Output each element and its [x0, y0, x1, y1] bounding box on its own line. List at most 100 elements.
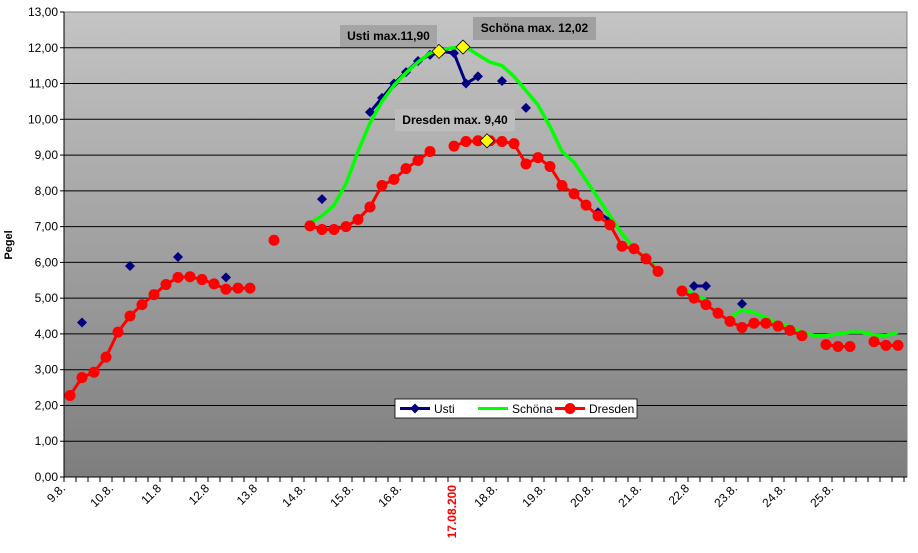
- data-point: [676, 285, 688, 297]
- data-point: [772, 320, 784, 332]
- data-point: [712, 307, 724, 319]
- legend-item-usti: Usti: [400, 402, 455, 416]
- y-tick-label: 3,00: [35, 363, 59, 377]
- data-point: [173, 252, 183, 263]
- series-line: [309, 45, 660, 271]
- data-point: [448, 140, 460, 152]
- y-tick-label: 4,00: [35, 327, 59, 341]
- y-tick-label: 7,00: [35, 220, 59, 234]
- data-point: [172, 271, 184, 283]
- x-tick-label: 19.8.: [519, 481, 548, 510]
- data-point: [268, 234, 280, 246]
- data-point: [76, 372, 88, 384]
- data-point: [473, 71, 483, 82]
- data-point: [64, 389, 76, 401]
- y-tick-label: 5,00: [35, 291, 59, 305]
- x-tick-label: 23.8.: [711, 481, 740, 510]
- data-point: [520, 158, 532, 170]
- annotation-box: [473, 17, 596, 40]
- data-point: [892, 339, 904, 351]
- y-tick-label: 2,00: [35, 398, 59, 412]
- data-point: [652, 265, 664, 277]
- data-point: [701, 280, 711, 291]
- data-point: [220, 283, 232, 295]
- x-tick-label: 22.8: [666, 481, 693, 508]
- legend-marker: [410, 403, 420, 414]
- data-point: [497, 76, 507, 87]
- y-tick-label: 13,00: [28, 5, 58, 19]
- data-point: [400, 163, 412, 175]
- data-point: [472, 135, 484, 147]
- y-tick-label: 9,00: [35, 148, 59, 162]
- x-tick-label: 16.8.: [375, 481, 404, 510]
- legend-item-dresden: Dresden: [555, 402, 634, 416]
- data-point: [521, 102, 531, 113]
- data-point: [580, 199, 592, 211]
- data-point: [796, 330, 808, 342]
- y-tick-label: 12,00: [28, 41, 58, 55]
- legend-item-schöna: Schöna: [478, 402, 553, 416]
- data-point: [221, 272, 231, 283]
- data-point: [136, 299, 148, 311]
- x-tick-label: 25.8.: [807, 481, 836, 510]
- data-point: [461, 78, 471, 89]
- data-point: [832, 340, 844, 352]
- data-point: [125, 260, 135, 271]
- data-point: [100, 351, 112, 363]
- data-point: [844, 340, 856, 352]
- data-point: [244, 282, 256, 294]
- data-point: [376, 179, 388, 191]
- legend: Usti Schöna Dresden: [394, 398, 638, 419]
- max-marker: [431, 43, 447, 59]
- x-tick-label: 10.8.: [87, 481, 116, 510]
- data-point: [820, 339, 832, 351]
- data-point: [556, 179, 568, 191]
- annotation-label: Schöna max. 12,02: [481, 21, 589, 35]
- data-point: [328, 223, 340, 235]
- data-point: [208, 278, 220, 290]
- data-point: [736, 321, 748, 333]
- data-point: [737, 298, 747, 309]
- data-point: [388, 173, 400, 185]
- x-tick-label: 11.8: [138, 481, 164, 507]
- max-marker: [455, 39, 471, 55]
- data-point: [628, 243, 640, 255]
- data-point: [112, 326, 124, 338]
- data-point: [232, 282, 244, 294]
- data-point: [88, 366, 100, 378]
- data-point: [340, 221, 352, 233]
- data-point: [124, 310, 136, 322]
- legend-label: Schöna: [512, 402, 553, 416]
- x-tick-label: 9.8.: [44, 481, 68, 505]
- data-point: [184, 271, 196, 283]
- data-point: [160, 279, 172, 291]
- data-point: [604, 219, 616, 231]
- data-point: [196, 274, 208, 286]
- data-point: [317, 194, 327, 205]
- data-point: [352, 213, 364, 225]
- data-point: [148, 289, 160, 301]
- data-point: [760, 317, 772, 329]
- series-line: [729, 308, 899, 338]
- data-point: [616, 240, 628, 252]
- y-axis-title: Pegel: [3, 230, 15, 259]
- data-point: [784, 324, 796, 336]
- data-point: [304, 220, 316, 232]
- max-marker: [479, 133, 495, 149]
- y-tick-label: 11,00: [29, 77, 58, 91]
- legend-box: [394, 398, 638, 419]
- data-point: [748, 317, 760, 329]
- y-tick-label: 6,00: [35, 255, 59, 269]
- data-point: [412, 154, 424, 166]
- x-tick-label: 14.8.: [279, 481, 308, 510]
- data-point: [365, 107, 375, 118]
- data-point: [532, 152, 544, 164]
- legend-marker: [564, 403, 576, 414]
- data-point: [508, 138, 520, 150]
- data-point: [77, 317, 87, 328]
- data-point: [424, 146, 436, 157]
- data-point: [724, 315, 736, 327]
- x-tick-label: 18.8.: [471, 481, 500, 510]
- y-tick-label: 0,00: [35, 470, 59, 484]
